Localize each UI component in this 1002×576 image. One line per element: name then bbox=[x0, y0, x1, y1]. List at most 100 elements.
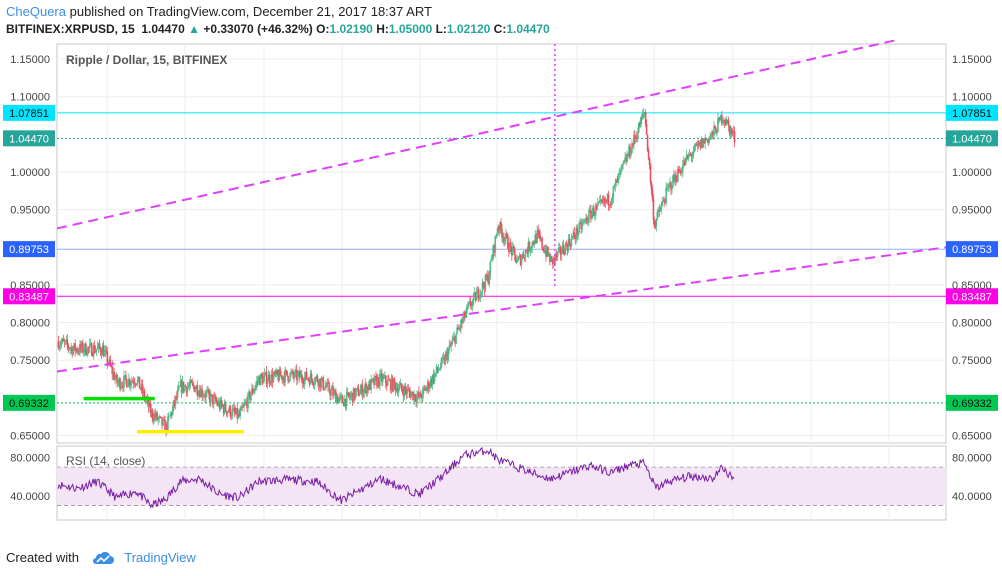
candle-body bbox=[79, 343, 81, 353]
candle-body bbox=[209, 394, 211, 403]
candle-body bbox=[228, 406, 231, 412]
candle-body bbox=[468, 302, 470, 306]
candle-body bbox=[606, 194, 609, 202]
candle-body bbox=[83, 351, 85, 353]
candle-body bbox=[284, 370, 286, 383]
candle-body bbox=[684, 157, 687, 165]
publish-text: published on TradingView.com, December 2… bbox=[69, 4, 432, 19]
candle-body bbox=[579, 222, 581, 223]
candle-body bbox=[193, 385, 196, 392]
up-arrow-icon: ▲ bbox=[188, 22, 200, 36]
candle-body bbox=[151, 409, 154, 418]
close-value: 1.04470 bbox=[506, 22, 550, 36]
candle-body bbox=[271, 373, 274, 382]
candle-body bbox=[649, 164, 652, 183]
candle-body bbox=[545, 250, 547, 257]
candle-body bbox=[417, 392, 419, 396]
candle-body bbox=[514, 254, 517, 263]
candle-body bbox=[551, 256, 553, 259]
price-level-label: 1.07851 bbox=[9, 108, 49, 120]
rsi-y-tick-label: 40.0000 bbox=[952, 491, 992, 503]
rsi-y-tick-label: 80.0000 bbox=[10, 453, 50, 465]
candle-body bbox=[102, 345, 105, 357]
candle-body bbox=[617, 173, 620, 183]
candle-body bbox=[195, 385, 198, 389]
candle-body bbox=[337, 396, 339, 403]
candle-body bbox=[410, 393, 412, 398]
candle-body bbox=[316, 376, 319, 382]
candle-body bbox=[358, 394, 361, 396]
candle-body bbox=[683, 161, 686, 165]
y-tick-label: 1.10000 bbox=[952, 92, 992, 104]
candle-body bbox=[90, 343, 93, 356]
candle-body bbox=[318, 378, 321, 387]
candle-body bbox=[536, 230, 538, 243]
candle-body bbox=[465, 313, 467, 318]
candle-body bbox=[534, 234, 537, 244]
candle-body bbox=[398, 385, 401, 390]
candle-body bbox=[185, 386, 188, 393]
candle-body bbox=[679, 170, 681, 174]
candle-body bbox=[721, 115, 723, 124]
close-label: C: bbox=[493, 22, 507, 36]
candle-body bbox=[580, 222, 582, 230]
candle-body bbox=[531, 241, 534, 248]
candle-body bbox=[486, 274, 489, 280]
candle-body bbox=[171, 412, 173, 415]
candle-body bbox=[446, 352, 449, 360]
candle-body bbox=[108, 359, 111, 364]
candle-body bbox=[573, 232, 576, 238]
candle-body bbox=[295, 369, 297, 372]
candle-body bbox=[380, 373, 382, 375]
candle-body bbox=[574, 237, 577, 239]
candle-body bbox=[200, 389, 202, 397]
candle-body bbox=[544, 250, 546, 253]
candle-body bbox=[184, 385, 187, 387]
candle-body bbox=[485, 275, 488, 280]
candle-body bbox=[614, 182, 617, 186]
candle-body bbox=[471, 300, 474, 307]
candle-body bbox=[466, 306, 468, 314]
candle-body bbox=[703, 138, 706, 144]
candle-body bbox=[263, 373, 266, 377]
candle-body bbox=[63, 341, 66, 342]
candle-body bbox=[175, 396, 178, 398]
candle-body bbox=[669, 182, 671, 184]
candle-body bbox=[165, 423, 167, 433]
candle-body bbox=[546, 247, 548, 257]
candle-body bbox=[403, 386, 406, 397]
candle-body bbox=[530, 247, 533, 250]
created-with-text: Created with bbox=[6, 550, 79, 565]
candle-body bbox=[660, 205, 663, 211]
candle-body bbox=[656, 211, 659, 220]
price-chart[interactable]: 1.07851 1.07851 1.04470 1.04470 0.89753 0.897… bbox=[0, 40, 1002, 522]
candle-body bbox=[561, 245, 564, 254]
candle-body bbox=[162, 419, 164, 426]
author-link[interactable]: CheQuera bbox=[6, 4, 66, 19]
candle-body bbox=[571, 237, 574, 239]
candle-body bbox=[213, 396, 215, 405]
price-level-badge bbox=[3, 241, 55, 258]
candle-body bbox=[524, 250, 527, 259]
candle-body bbox=[157, 418, 159, 420]
candle-body bbox=[729, 128, 732, 135]
y-tick-label: 0.95000 bbox=[952, 205, 992, 217]
candle-body bbox=[297, 373, 299, 380]
candle-body bbox=[718, 117, 720, 119]
candle-body bbox=[132, 381, 135, 384]
candle-body bbox=[668, 183, 670, 188]
candle-body bbox=[563, 252, 566, 255]
symbol-label: BITFINEX:XRPUSD, 15 bbox=[6, 22, 135, 36]
candle-body bbox=[64, 340, 67, 342]
candle-body bbox=[576, 227, 579, 236]
candle-body bbox=[118, 378, 120, 383]
candle-body bbox=[608, 204, 611, 206]
candle-body bbox=[685, 154, 688, 158]
candle-body bbox=[557, 247, 560, 252]
tradingview-link[interactable]: TradingView bbox=[124, 550, 196, 565]
candle-body bbox=[636, 136, 638, 139]
candle-body bbox=[310, 374, 313, 380]
candle-body bbox=[309, 374, 312, 385]
candle-body bbox=[693, 145, 696, 152]
candle-body bbox=[655, 219, 658, 227]
